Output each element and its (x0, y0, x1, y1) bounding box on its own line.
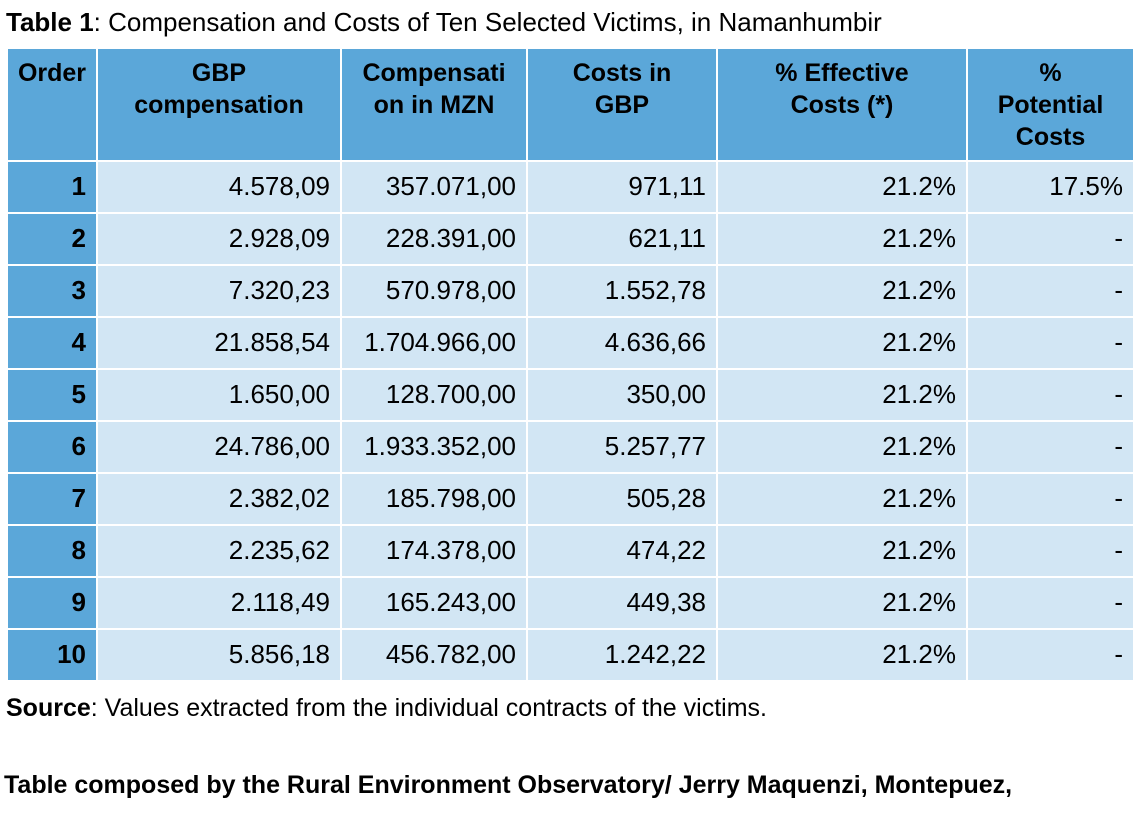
cell-costs-gbp: 1.242,22 (526, 627, 718, 682)
table-caption-text: : Compensation and Costs of Ten Selected… (93, 7, 882, 37)
cell-compensation-mzn: 165.243,00 (340, 575, 528, 630)
cell-compensation-mzn: 1.704.966,00 (340, 315, 528, 370)
cell-order: 4 (6, 315, 98, 370)
table-row: 7 2.382,02 185.798,00 505,28 21.2% - (6, 471, 1135, 526)
cell-potential-costs: - (966, 419, 1135, 474)
source-note-text: : Values extracted from the individual c… (90, 693, 767, 722)
header-costs-gbp: Costs in GBP (526, 46, 718, 162)
cell-gbp-compensation: 2.382,02 (96, 471, 342, 526)
cell-effective-costs: 21.2% (716, 367, 968, 422)
cell-gbp-compensation: 24.786,00 (96, 419, 342, 474)
cell-costs-gbp: 350,00 (526, 367, 718, 422)
cell-gbp-compensation: 7.320,23 (96, 263, 342, 318)
header-gbp-compensation: GBP compensation (96, 46, 342, 162)
cell-costs-gbp: 4.636,66 (526, 315, 718, 370)
cell-order: 2 (6, 211, 98, 266)
cell-potential-costs: - (966, 315, 1135, 370)
table-row: 4 21.858,54 1.704.966,00 4.636,66 21.2% - (6, 315, 1135, 370)
cell-gbp-compensation: 2.928,09 (96, 211, 342, 266)
cell-potential-costs: - (966, 367, 1135, 422)
header-order: Order (6, 46, 98, 162)
table-row: 3 7.320,23 570.978,00 1.552,78 21.2% - (6, 263, 1135, 318)
cell-order: 3 (6, 263, 98, 318)
cell-effective-costs: 21.2% (716, 471, 968, 526)
table-caption: Table 1: Compensation and Costs of Ten S… (6, 6, 1135, 40)
table-row: 9 2.118,49 165.243,00 449,38 21.2% - (6, 575, 1135, 630)
cell-compensation-mzn: 357.071,00 (340, 159, 528, 214)
table-row: 2 2.928,09 228.391,00 621,11 21.2% - (6, 211, 1135, 266)
cell-effective-costs: 21.2% (716, 263, 968, 318)
cell-potential-costs: - (966, 523, 1135, 578)
cell-costs-gbp: 505,28 (526, 471, 718, 526)
cell-compensation-mzn: 128.700,00 (340, 367, 528, 422)
cell-gbp-compensation: 21.858,54 (96, 315, 342, 370)
cell-effective-costs: 21.2% (716, 523, 968, 578)
cell-effective-costs: 21.2% (716, 575, 968, 630)
header-row: Order GBP compensation Compensati on in … (6, 46, 1135, 162)
cell-compensation-mzn: 570.978,00 (340, 263, 528, 318)
cell-costs-gbp: 5.257,77 (526, 419, 718, 474)
source-note-label: Source (6, 693, 91, 722)
cell-potential-costs: 17.5% (966, 159, 1135, 214)
cell-compensation-mzn: 228.391,00 (340, 211, 528, 266)
table-row: 10 5.856,18 456.782,00 1.242,22 21.2% - (6, 627, 1135, 682)
cell-order: 5 (6, 367, 98, 422)
table-row: 8 2.235,62 174.378,00 474,22 21.2% - (6, 523, 1135, 578)
document-page: Table 1: Compensation and Costs of Ten S… (0, 6, 1135, 818)
table-row: 6 24.786,00 1.933.352,00 5.257,77 21.2% - (6, 419, 1135, 474)
cell-compensation-mzn: 1.933.352,00 (340, 419, 528, 474)
cell-compensation-mzn: 174.378,00 (340, 523, 528, 578)
cell-order: 6 (6, 419, 98, 474)
cell-gbp-compensation: 2.235,62 (96, 523, 342, 578)
cell-costs-gbp: 621,11 (526, 211, 718, 266)
cell-potential-costs: - (966, 211, 1135, 266)
header-effective-costs: % Effective Costs (*) (716, 46, 968, 162)
cell-effective-costs: 21.2% (716, 627, 968, 682)
compensation-table: Order GBP compensation Compensati on in … (6, 46, 1135, 682)
cell-effective-costs: 21.2% (716, 315, 968, 370)
table-body: 1 4.578,09 357.071,00 971,11 21.2% 17.5% 2 2.92… (6, 159, 1135, 682)
cell-effective-costs: 21.2% (716, 211, 968, 266)
cell-order: 1 (6, 159, 98, 214)
cell-potential-costs: - (966, 471, 1135, 526)
cell-gbp-compensation: 4.578,09 (96, 159, 342, 214)
cell-potential-costs: - (966, 627, 1135, 682)
cell-order: 10 (6, 627, 98, 682)
cell-compensation-mzn: 185.798,00 (340, 471, 528, 526)
header-compensation-mzn: Compensati on in MZN (340, 46, 528, 162)
cell-gbp-compensation: 1.650,00 (96, 367, 342, 422)
cell-order: 7 (6, 471, 98, 526)
cell-gbp-compensation: 2.118,49 (96, 575, 342, 630)
cell-costs-gbp: 971,11 (526, 159, 718, 214)
cell-effective-costs: 21.2% (716, 159, 968, 214)
cell-costs-gbp: 474,22 (526, 523, 718, 578)
cell-costs-gbp: 1.552,78 (526, 263, 718, 318)
cell-potential-costs: - (966, 575, 1135, 630)
cell-potential-costs: - (966, 263, 1135, 318)
cell-costs-gbp: 449,38 (526, 575, 718, 630)
cell-effective-costs: 21.2% (716, 419, 968, 474)
cell-order: 9 (6, 575, 98, 630)
attribution-note: Table composed by the Rural Environment … (4, 770, 1013, 799)
cell-order: 8 (6, 523, 98, 578)
table-row: 5 1.650,00 128.700,00 350,00 21.2% - (6, 367, 1135, 422)
source-note: Source: Values extracted from the indivi… (6, 694, 1135, 723)
cell-compensation-mzn: 456.782,00 (340, 627, 528, 682)
table-row: 1 4.578,09 357.071,00 971,11 21.2% 17.5% (6, 159, 1135, 214)
cell-gbp-compensation: 5.856,18 (96, 627, 342, 682)
table-caption-number: Table 1 (6, 7, 94, 37)
header-potential-costs: % Potential Costs (966, 46, 1135, 162)
